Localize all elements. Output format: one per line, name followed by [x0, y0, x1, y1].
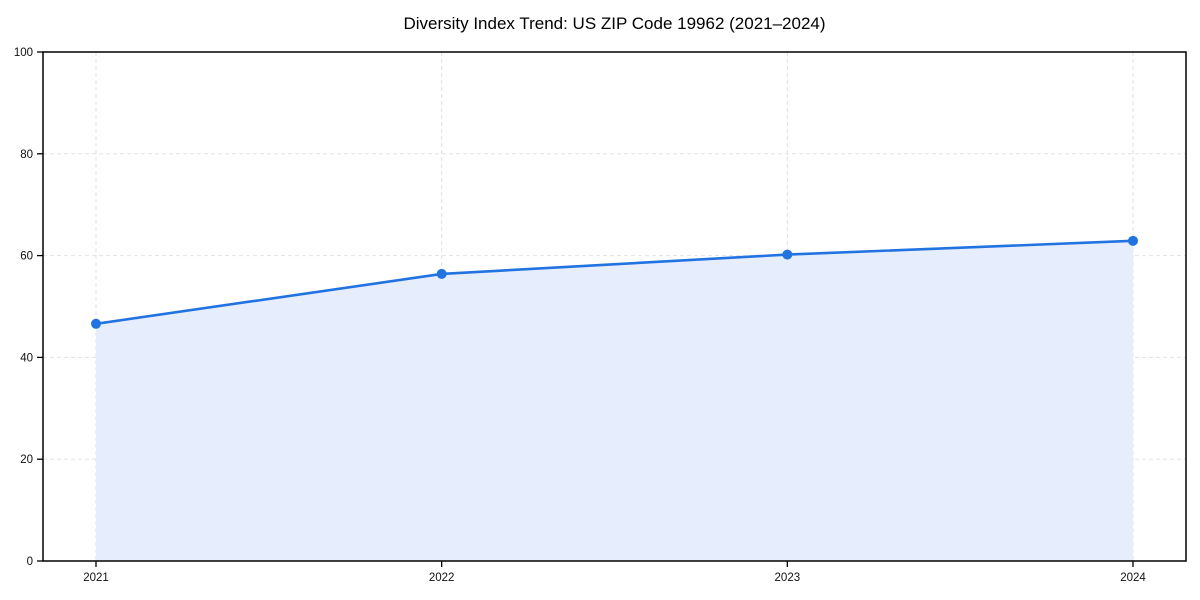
trend-line [94, 239, 1135, 326]
data-point-2024 [1128, 235, 1138, 246]
plot-border [42, 51, 1187, 562]
y-tick-label-20: 20 [20, 454, 33, 466]
x-tick-label-2022: 2022 [429, 572, 455, 584]
area-fill [96, 240, 1133, 562]
data-point-2021 [91, 318, 101, 329]
y-tick-label-40: 40 [20, 352, 33, 364]
data-point-2022 [436, 268, 447, 279]
x-tick-label-2021: 2021 [83, 572, 109, 584]
y-tick-label-0: 0 [27, 556, 33, 568]
y-tick-label-60: 60 [20, 251, 33, 263]
x-tick-label-2023: 2023 [775, 572, 801, 584]
y-tick-label-80: 80 [20, 149, 33, 161]
data-point-2023 [782, 249, 793, 260]
chart-title: Diversity Index Trend: US ZIP Code 19962… [403, 14, 826, 33]
y-tick-label-100: 100 [14, 47, 33, 59]
x-tick-label-2024: 2024 [1120, 572, 1146, 584]
